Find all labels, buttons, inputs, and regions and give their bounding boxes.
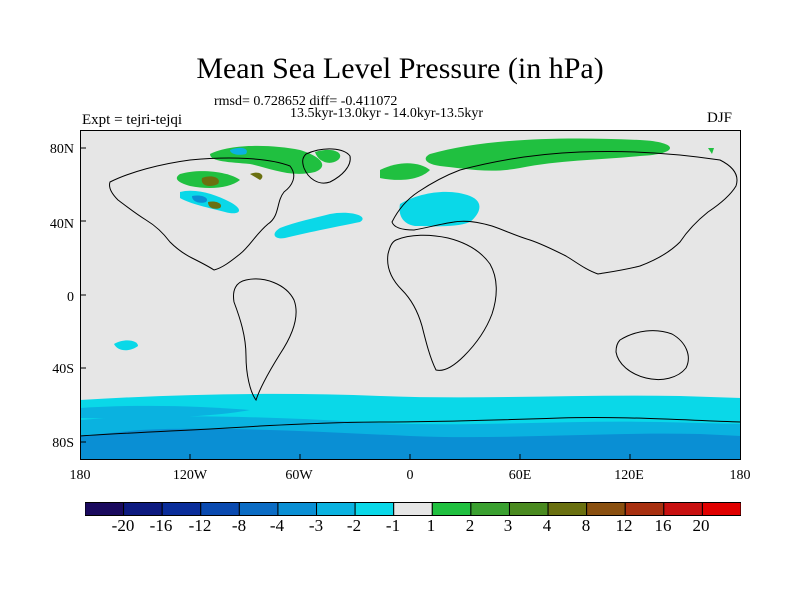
colorbar-swatch bbox=[316, 502, 356, 516]
lon-label-120w: 120W bbox=[172, 468, 208, 483]
colorbar bbox=[85, 502, 741, 516]
south-pacific-negative-anomaly bbox=[114, 340, 138, 351]
colorbar-swatch bbox=[85, 502, 125, 516]
lon-label-60w: 60W bbox=[285, 468, 313, 483]
antarctica-outline bbox=[80, 416, 741, 437]
greenland-outline bbox=[302, 148, 351, 184]
colorbar-swatch bbox=[161, 502, 202, 516]
experiment-label: Expt = tejri-tejqi bbox=[82, 112, 183, 128]
atlantic-europe-negative-anomaly bbox=[274, 191, 480, 239]
colorbar-label: 8 bbox=[581, 516, 591, 535]
season-label: DJF bbox=[707, 110, 733, 126]
colorbar-label: 4 bbox=[542, 516, 552, 535]
lon-label-120e: 120E bbox=[614, 468, 644, 483]
colorbar-label: -2 bbox=[346, 516, 362, 535]
map-title: Mean Sea Level Pressure (in hPa) bbox=[196, 52, 604, 85]
colorbar-swatch bbox=[123, 502, 163, 516]
lon-label-60e: 60E bbox=[508, 468, 532, 483]
eurasia-outline bbox=[391, 150, 738, 275]
colorbar-swatch bbox=[508, 502, 549, 516]
south-america-outline bbox=[233, 278, 297, 402]
period-line: 13.5kyr-13.0kyr - 14.0kyr-13.5kyr bbox=[290, 106, 484, 121]
lon-label-180e: 180 bbox=[729, 468, 751, 483]
axis-ticks bbox=[80, 147, 631, 460]
north-america-outline bbox=[109, 157, 295, 271]
arctic-negative-anomaly bbox=[180, 147, 247, 214]
lat-label-40s: 40S bbox=[52, 362, 74, 377]
colorbar-swatch bbox=[470, 502, 510, 516]
coastlines bbox=[80, 148, 741, 437]
colorbar-swatch bbox=[624, 502, 665, 516]
colorbar-label: -20 bbox=[111, 516, 135, 535]
colorbar-swatch bbox=[277, 502, 318, 516]
lat-label-40n: 40N bbox=[49, 217, 74, 232]
colorbar-swatch bbox=[547, 502, 588, 516]
colorbar-label: -3 bbox=[308, 516, 324, 535]
colorbar-swatch bbox=[200, 502, 240, 516]
australia-outline bbox=[615, 330, 689, 381]
africa-outline bbox=[387, 234, 497, 371]
pressure-anomaly-map bbox=[80, 130, 741, 460]
colorbar-label: -8 bbox=[231, 516, 247, 535]
colorbar-swatch bbox=[586, 502, 626, 516]
colorbar-label: 2 bbox=[465, 516, 475, 535]
lon-label-180w: 180 bbox=[69, 468, 91, 483]
colorbar-label: -1 bbox=[385, 516, 401, 535]
lat-label-80s: 80S bbox=[52, 436, 74, 451]
colorbar-label: 16 bbox=[654, 516, 672, 535]
colorbar-label: 3 bbox=[503, 516, 513, 535]
colorbar-label: 1 bbox=[426, 516, 436, 535]
colorbar-label: -16 bbox=[149, 516, 173, 535]
colorbar-swatch bbox=[393, 502, 433, 516]
colorbar-label: 20 bbox=[692, 516, 710, 535]
colorbar-swatch bbox=[238, 502, 279, 516]
colorbar-swatch bbox=[701, 502, 741, 516]
colorbar-swatch bbox=[354, 502, 395, 516]
colorbar-swatch bbox=[663, 502, 703, 516]
southern-ocean-negative-anomaly bbox=[80, 393, 741, 460]
colorbar-label: -12 bbox=[188, 516, 212, 535]
lat-label-0: 0 bbox=[67, 290, 74, 305]
lon-label-0: 0 bbox=[406, 468, 414, 483]
colorbar-swatch bbox=[431, 502, 472, 516]
stats-line: rmsd= 0.728652 diff= -0.411072 bbox=[214, 94, 398, 109]
colorbar-label: -4 bbox=[269, 516, 285, 535]
lat-label-80n: 80N bbox=[49, 142, 74, 157]
colorbar-label: 12 bbox=[615, 516, 633, 535]
